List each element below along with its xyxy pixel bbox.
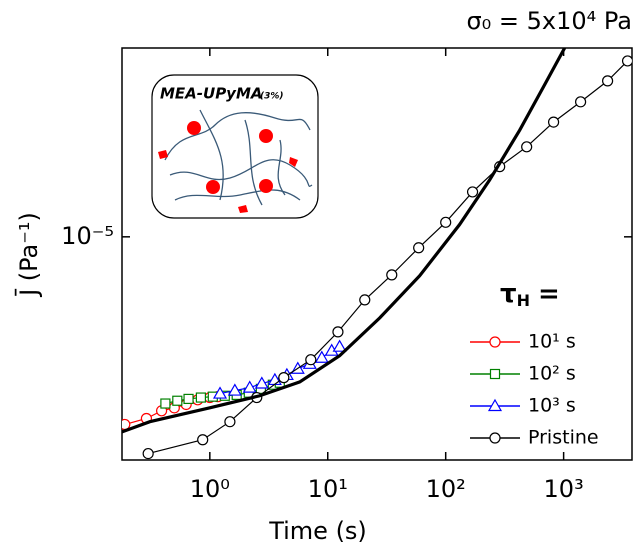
y-tick-label: 10⁻⁵ [61,222,114,250]
data-point [621,55,632,67]
data-point [332,326,344,338]
data-point [547,116,560,128]
data-point [575,96,587,108]
inset-subtitle: (3%) [260,92,284,102]
legend-entry: 10³ s [470,395,576,417]
plot-area [122,48,632,460]
legend-title: τH = [500,279,560,310]
legend-marker [489,336,501,348]
data-point [227,383,242,396]
legend-entry: 10¹ s [470,331,576,353]
data-point [314,350,329,363]
data-point [466,186,479,198]
model-curve [122,48,567,434]
legend-label: 10² s [528,363,576,385]
data-point [602,75,614,87]
data-point [160,398,171,409]
x-axis-label: Time (s) [268,517,367,545]
x-tick-label: 10³ [544,475,584,503]
data-point [197,434,209,446]
inset-title: MEA-UPyMA [160,85,263,103]
data-point [224,416,236,428]
legend-marker [489,368,501,380]
plot-frame [121,47,633,461]
inset: MEA-UPyMA (3%) [151,74,319,219]
data-point [195,392,206,403]
series-line [148,60,628,455]
x-tick-label: 10¹ [308,475,348,503]
data-point [305,354,317,366]
data-point [413,242,425,254]
data-point [172,395,183,406]
y-axis-label: J̄ (Pa⁻¹) [14,212,43,298]
data-point [278,372,290,384]
legend-label: 10¹ s [528,331,576,353]
legend-title-part: = [538,279,560,309]
inset-box [151,74,319,219]
polymer-chains [164,109,313,206]
legend-label: 10³ s [528,395,576,417]
x-tick-label: 10² [426,475,466,503]
legend-label: Pristine [528,427,599,449]
legend-marker [489,432,501,444]
x-tick-label: 10⁰ [190,475,230,503]
data-point [254,376,269,389]
data-point [521,141,533,153]
data-point [332,339,347,352]
legend-entry: Pristine [470,427,599,449]
data-point [142,447,154,460]
data-point [440,216,452,228]
upy-groups [158,121,298,213]
legend-title-part: τ [500,279,517,309]
legend-title-part: H [517,291,530,310]
data-point [242,380,257,393]
data-point [359,294,371,306]
data-point [212,386,228,399]
legend-marker [487,398,503,412]
data-point [386,269,398,281]
legend-entry: 10² s [470,363,576,385]
data-point [183,393,194,405]
annotation: σ₀ = 5x10⁴ Pa [466,7,632,35]
